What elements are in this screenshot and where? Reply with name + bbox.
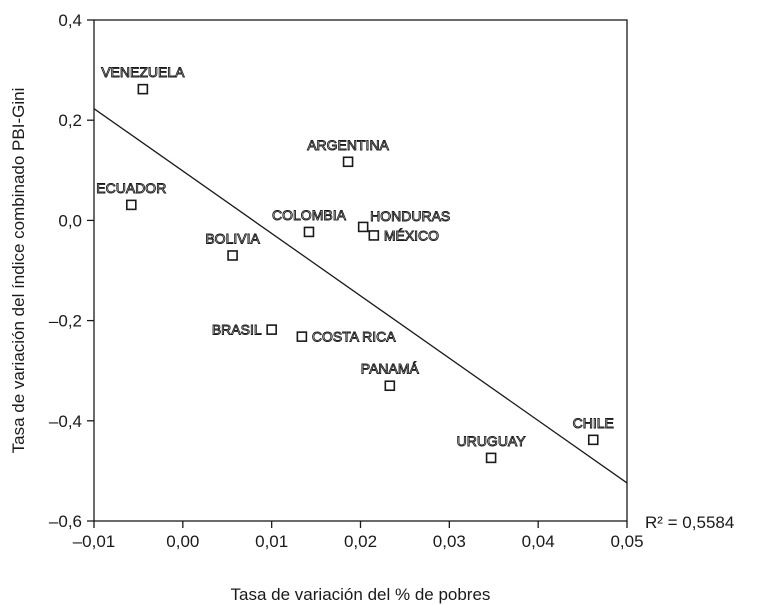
data-point-label: HONDURAS [370, 208, 450, 224]
x-tick-label: 0,00 [166, 532, 199, 551]
data-points: VENEZUELA ECUADOR ARGENTINA COLOMBIA HONDURA… [96, 64, 614, 464]
plot-area-frame [93, 19, 628, 522]
data-point-label: BRASIL [212, 322, 262, 338]
data-point-label: COLOMBIA [272, 207, 347, 223]
data-point-label: ARGENTINA [307, 137, 389, 153]
x-tick-label: 0,05 [610, 532, 643, 551]
data-point-label: ECUADOR [96, 180, 166, 196]
y-tick-label: 0,2 [58, 111, 82, 130]
data-point-marker [485, 452, 497, 464]
data-point-marker [296, 331, 308, 342]
y-tick-label: –0,4 [49, 412, 82, 431]
x-tick-label: –0,01 [73, 532, 116, 551]
data-point-label: COSTA RICA [312, 329, 396, 345]
data-point-marker [587, 434, 599, 446]
data-point-label: MÉXICO [384, 227, 439, 243]
data-point-label: BOLIVIA [205, 230, 260, 246]
x-tick-label: 0,04 [522, 532, 555, 551]
data-point-label: PANAMÁ [361, 361, 420, 377]
data-point-marker [126, 199, 137, 211]
data-point-label: CHILE [573, 415, 614, 431]
data-point-marker [384, 380, 396, 392]
data-point-marker [368, 230, 380, 241]
x-tick-label: 0,01 [255, 532, 288, 551]
data-point-marker [342, 156, 354, 168]
data-point-marker [266, 324, 277, 335]
data-point-label: URUGUAY [457, 433, 527, 449]
y-tick-label: 0,4 [58, 11, 82, 30]
data-point-marker [357, 221, 369, 233]
data-point-marker [303, 226, 315, 238]
y-axis-title: Tasa de variación del índice combinado P… [9, 88, 28, 454]
x-axis: –0,01 0,00 0,01 0,02 0,03 0,04 0,05 [73, 521, 644, 551]
x-tick-label: 0,02 [344, 532, 377, 551]
x-axis-title: Tasa de variación del % de pobres [231, 585, 491, 604]
data-point-marker [137, 83, 149, 95]
x-tick-label: 0,03 [433, 532, 466, 551]
r-squared-annotation: R² = 0,5584 [645, 513, 734, 532]
data-point-marker [227, 250, 238, 261]
y-axis: 0,4 0,2 0,0 –0,2 –0,4 –0,6 [49, 11, 94, 531]
y-tick-label: –0,2 [49, 312, 82, 331]
regression-line [93, 108, 628, 484]
y-tick-label: –0,6 [49, 512, 82, 531]
data-point-label: VENEZUELA [101, 64, 185, 80]
y-tick-label: 0,0 [58, 211, 82, 230]
